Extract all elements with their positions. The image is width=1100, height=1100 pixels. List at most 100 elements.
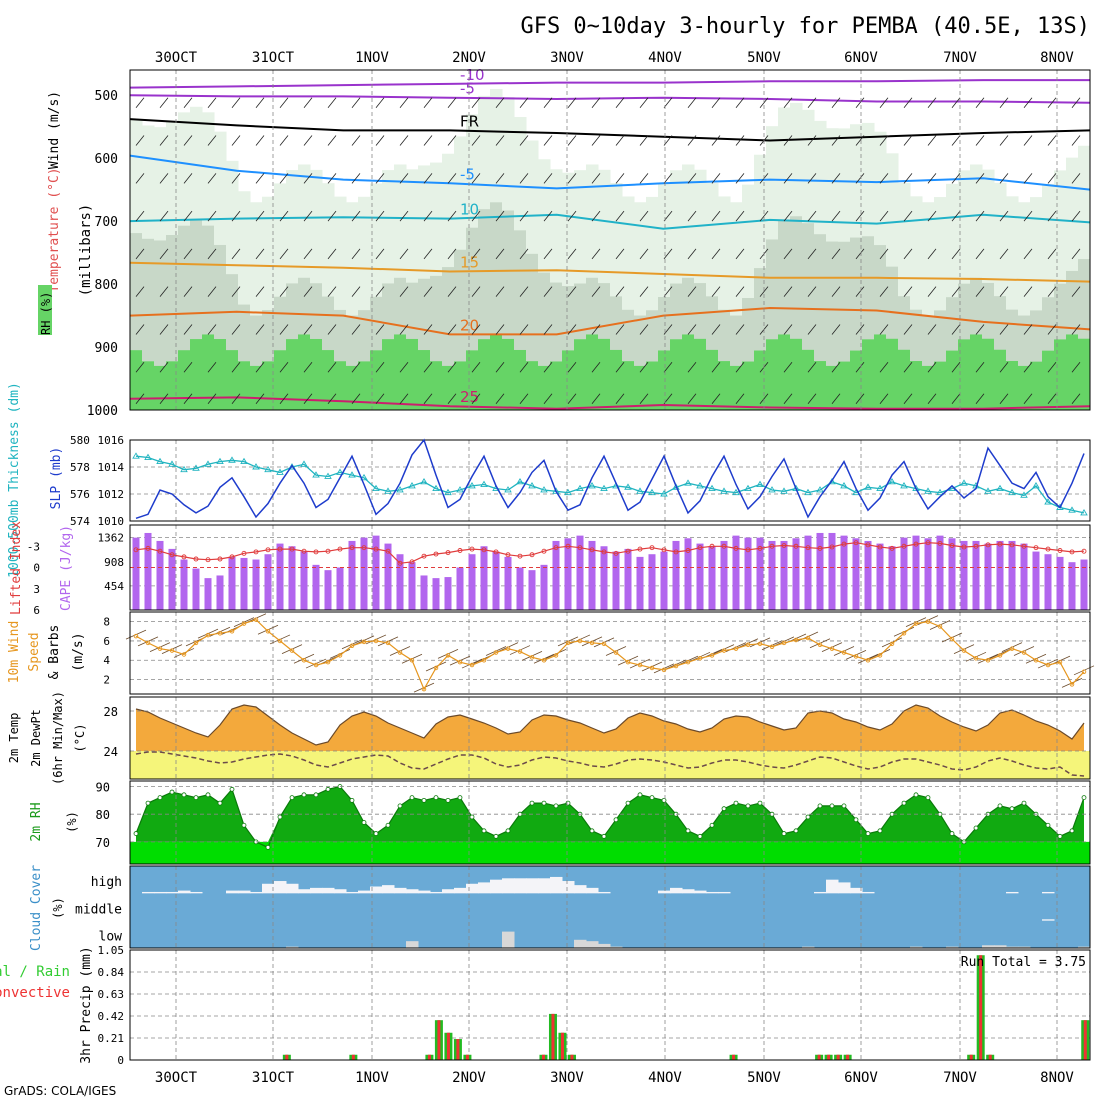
- wind-barb: [903, 135, 913, 146]
- cloud-cell: [586, 941, 599, 948]
- ytick-rh: 70: [96, 836, 110, 850]
- wind-barb: [279, 393, 289, 404]
- wind-barb: [735, 97, 745, 109]
- wind-barb: [639, 361, 649, 373]
- wind-barb: [1071, 361, 1081, 373]
- ytick-thickness: 580: [70, 434, 90, 447]
- thickness-marker: [276, 468, 284, 475]
- cape-bar: [924, 538, 932, 610]
- wind-barb: [231, 286, 241, 297]
- li-marker: [889, 545, 895, 551]
- wind-barb: [591, 324, 601, 335]
- cloud-cell: [298, 889, 311, 894]
- thickness-marker: [1068, 506, 1076, 513]
- cape-bar: [588, 540, 596, 610]
- wind-barb: [783, 173, 793, 184]
- isotherm-label: 20: [460, 316, 479, 334]
- wind-barb: [1047, 324, 1057, 335]
- precip-conv-bar: [427, 1054, 431, 1060]
- wind-barb: [975, 248, 985, 260]
- rh-marker: [277, 814, 283, 820]
- wind-barb: [543, 210, 553, 222]
- li-marker: [1081, 548, 1087, 554]
- wind-barb: [423, 361, 433, 373]
- ytick-precip: 0.42: [98, 1010, 125, 1023]
- thickness-marker: [216, 457, 224, 465]
- wind-barb: [399, 210, 409, 222]
- li-marker: [481, 547, 487, 553]
- wind-speed-marker: [817, 642, 823, 648]
- cloud-cell: [394, 887, 407, 894]
- wind-barb: [999, 393, 1009, 404]
- thickness-marker: [372, 484, 380, 492]
- rh-marker: [145, 800, 151, 806]
- cape-bar: [780, 540, 788, 610]
- li-marker: [637, 546, 643, 552]
- wind-barb: [471, 173, 481, 184]
- wind-barb: [1071, 248, 1081, 260]
- wind-barb: [519, 97, 529, 109]
- wind-barb: [903, 97, 913, 109]
- wind-barb: [495, 286, 505, 297]
- cloud-cell: [514, 878, 527, 894]
- wind-barb: [471, 393, 481, 404]
- cloud-cell: [1042, 891, 1055, 894]
- wind-barb: [927, 210, 937, 222]
- wind-barb: [567, 135, 577, 146]
- wind-barb: [807, 248, 817, 260]
- wind-unit: (m/s): [71, 632, 86, 671]
- cape-bar: [288, 546, 296, 610]
- cape-bar: [180, 559, 188, 610]
- ytick-precip: 0.63: [98, 988, 125, 1001]
- cloud-cell: [142, 891, 155, 894]
- wind-barb: [567, 248, 577, 260]
- precip-conv-bar: [988, 1054, 992, 1060]
- ytick-pressure: 500: [95, 89, 118, 104]
- wind-barb: [711, 97, 721, 109]
- precip-conv-bar: [285, 1054, 289, 1060]
- cape-bar: [600, 546, 608, 610]
- wind-barb: [999, 173, 1009, 184]
- cape-bar: [228, 556, 236, 610]
- wind-speed-marker: [541, 657, 547, 663]
- wind-speed-marker: [301, 657, 307, 663]
- wind-barb: [471, 361, 481, 373]
- cape-bar: [720, 540, 728, 610]
- wind-speed-marker: [937, 624, 943, 629]
- cloud-cell: [862, 891, 875, 894]
- wind-barb: [1047, 210, 1057, 222]
- cape-bar: [996, 540, 1004, 610]
- rh-marker: [757, 800, 763, 806]
- rh-marker: [229, 786, 235, 792]
- wind-barb: [831, 210, 841, 222]
- precip-conv-bar: [846, 1054, 850, 1060]
- wind-barb: [1071, 135, 1081, 146]
- wind-barb: [807, 210, 817, 222]
- wind-barb: [687, 324, 697, 335]
- ytick-rh: 90: [96, 781, 110, 795]
- li-marker: [241, 550, 247, 556]
- wind-barb: [567, 393, 577, 404]
- wind-barb: [231, 361, 241, 373]
- wind-barb: [399, 286, 409, 297]
- wind-barb: [687, 97, 697, 109]
- cape-bar: [756, 537, 764, 610]
- thickness-marker: [984, 487, 992, 494]
- cape-bar: [456, 567, 464, 610]
- rh-green-band: [238, 361, 251, 410]
- wind-barb: [135, 286, 145, 297]
- wind-barb: [423, 210, 433, 222]
- date-label-top: 7NOV: [943, 50, 977, 66]
- li-marker: [325, 548, 331, 554]
- wind-speed-marker: [637, 662, 643, 668]
- wind-barb: [903, 210, 913, 222]
- cape-bar: [540, 564, 548, 610]
- wind-barb: [1047, 361, 1057, 373]
- ytick-slp: 1014: [98, 461, 125, 474]
- li-marker: [973, 543, 979, 549]
- precip-conv-bar: [351, 1054, 355, 1060]
- li-marker: [505, 552, 511, 558]
- wind-barb: [1047, 97, 1057, 109]
- wind-barb: [615, 173, 625, 184]
- li-marker: [385, 548, 391, 554]
